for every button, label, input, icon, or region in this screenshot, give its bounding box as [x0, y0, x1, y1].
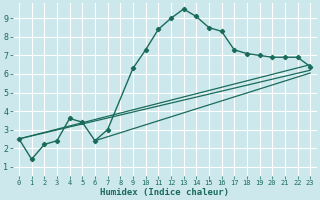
- X-axis label: Humidex (Indice chaleur): Humidex (Indice chaleur): [100, 188, 229, 197]
